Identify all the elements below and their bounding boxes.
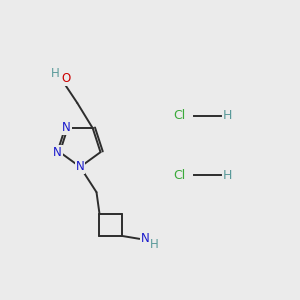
Text: H: H: [51, 67, 59, 80]
Text: H: H: [223, 109, 232, 122]
Text: H: H: [149, 238, 158, 251]
Text: N: N: [62, 121, 71, 134]
Text: H: H: [223, 169, 232, 182]
Text: N: N: [76, 160, 85, 173]
Text: Cl: Cl: [174, 109, 186, 122]
Text: Cl: Cl: [174, 169, 186, 182]
Text: N: N: [141, 232, 149, 245]
Text: O: O: [61, 72, 70, 85]
Text: N: N: [53, 146, 62, 159]
